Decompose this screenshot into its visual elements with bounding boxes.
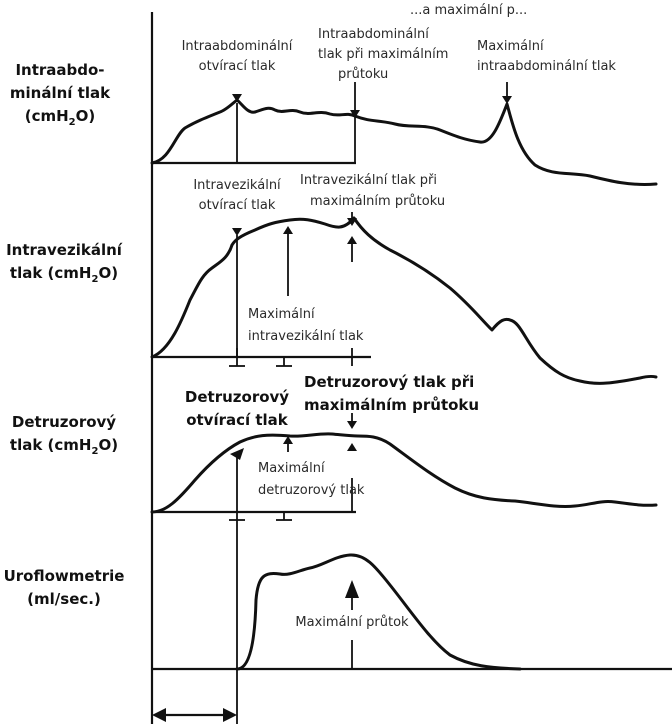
- flow-curve: [235, 553, 522, 671]
- row-label-abd-line2: minální tlak: [10, 84, 111, 102]
- det-at-max-flow-label-2: maximálním průtoku: [304, 396, 479, 414]
- det-at-max-flow-arrow-up: [347, 443, 357, 451]
- ves-opening-label-2: otvírací tlak: [199, 198, 276, 213]
- row-label-ves-line1: Intravezikální: [6, 241, 123, 259]
- det-max-label-1: Maximální: [258, 461, 325, 476]
- abd-at-max-flow-label-3: průtoku: [338, 67, 388, 82]
- ves-opening-arrow: [232, 228, 242, 236]
- det-max-label-2: detruzorový tlak: [258, 483, 365, 498]
- row-label-flow-line1: Uroflowmetrie: [4, 567, 125, 585]
- det-at-max-flow-arrow-down: [347, 421, 357, 429]
- abd-max-label-2: intraabdominální tlak: [477, 59, 616, 74]
- flow-max-arrow: [345, 580, 359, 598]
- abd-max-arrow: [502, 96, 512, 104]
- det-opening-label-2: otvírací tlak: [186, 411, 289, 429]
- ves-pressure-curve: [150, 216, 658, 385]
- ves-at-max-flow-label-2: maximálním průtoku: [310, 194, 445, 209]
- row-label-ves-line2: tlak (cmH2O): [10, 264, 118, 285]
- delay-arrow-left-head: [152, 708, 166, 722]
- flow-max-label: Maximální průtok: [295, 615, 409, 630]
- det-opening-label-1: Detruzorový: [185, 388, 289, 406]
- row-label-flow: Uroflowmetrie (ml/sec.): [4, 567, 125, 608]
- ves-at-max-flow-arrow-down: [347, 218, 357, 226]
- det-max-arrow: [283, 436, 293, 444]
- top-fragment-text: ...a maximální p...: [410, 3, 527, 18]
- abd-opening-label-2: otvírací tlak: [199, 59, 276, 74]
- row-label-abd-line1: Intraabdo-: [15, 61, 104, 79]
- abd-at-max-flow-label-1: Intraabdominální: [318, 27, 429, 42]
- abd-pressure-curve: [150, 98, 658, 186]
- ves-at-max-flow-label-1: Intravezikální tlak při: [300, 173, 437, 188]
- abd-at-max-flow-arrow: [350, 110, 360, 118]
- row-label-abd-line3: (cmH2O): [25, 107, 96, 128]
- ves-max-label-1: Maximální: [248, 307, 315, 322]
- row-label-ves: Intravezikální tlak (cmH2O): [6, 241, 123, 285]
- ves-max-arrow: [283, 226, 293, 234]
- row-label-det-line1: Detruzorový: [12, 413, 116, 431]
- det-at-max-flow-label-1: Detruzorový tlak při: [304, 373, 474, 391]
- row-label-abd: Intraabdo- minální tlak (cmH2O): [10, 61, 111, 128]
- ves-at-max-flow-arrow-up: [347, 236, 357, 244]
- abd-max-label-1: Maximální: [477, 39, 544, 54]
- abd-opening-label-1: Intraabdominální: [182, 39, 293, 54]
- row-label-det-line2: tlak (cmH2O): [10, 436, 118, 457]
- row-label-det: Detruzorový tlak (cmH2O): [10, 413, 118, 457]
- abd-at-max-flow-label-2: tlak při maximálním: [318, 47, 448, 62]
- delay-arrow-right-head: [223, 708, 237, 722]
- det-pressure-curve: [150, 432, 658, 514]
- ves-opening-label-1: Intravezikální: [193, 178, 281, 193]
- abd-opening-arrow: [232, 94, 242, 102]
- row-label-flow-line2: (ml/sec.): [27, 590, 101, 608]
- ves-max-label-2: intravezikální tlak: [248, 329, 364, 344]
